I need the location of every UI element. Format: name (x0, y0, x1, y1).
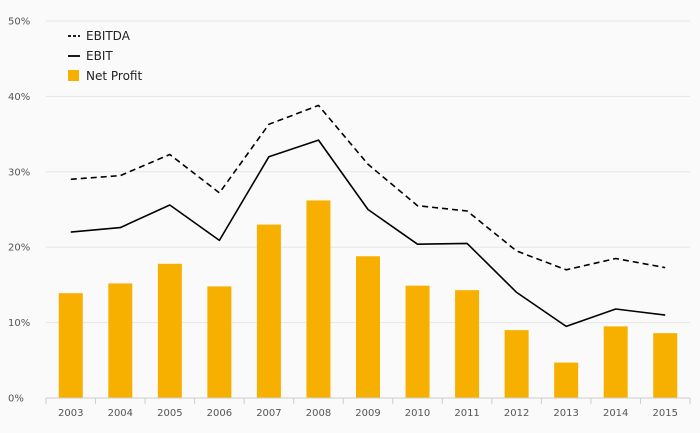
ebitda-line (70, 104, 666, 271)
legend-label: EBITDA (86, 29, 131, 43)
grid (46, 20, 690, 324)
x-tick-label: 2005 (157, 408, 182, 419)
net-profit-bar (306, 200, 331, 398)
x-tick-label: 2007 (256, 408, 281, 419)
x-tick-label: 2008 (306, 408, 331, 419)
x-tick-label: 2003 (58, 408, 83, 419)
legend-item: Net Profit (68, 69, 142, 83)
net-profit-bar (108, 283, 133, 398)
net-profit-bar (603, 326, 628, 398)
ebit-line (70, 139, 666, 328)
x-axis-tick-labels: 2003 2004 2005 2006 2007 2008 2009 2010 2011 2012… (58, 408, 678, 419)
y-tick-label: 10% (8, 318, 30, 329)
x-axis (45, 397, 691, 404)
net-profit-bar (405, 285, 430, 398)
x-tick-label: 2004 (108, 408, 133, 419)
x-tick-label: 2011 (454, 408, 479, 419)
net-profit-bar (504, 330, 529, 398)
y-axis-tick-labels: 0% 10% 20% 30% 40% 50% (8, 17, 30, 405)
legend-label: EBIT (86, 49, 113, 63)
legend-item: EBITDA (68, 29, 131, 43)
net-profit-bar (455, 290, 480, 398)
y-tick-label: 20% (8, 243, 30, 254)
net-profit-bar (58, 293, 83, 398)
legend-label: Net Profit (86, 69, 142, 83)
y-tick-label: 40% (8, 92, 30, 103)
x-tick-label: 2009 (355, 408, 380, 419)
net-profit-bar (554, 362, 579, 398)
x-tick-label: 2012 (504, 408, 529, 419)
net-profit-bar (356, 256, 380, 398)
net-profit-bar (157, 263, 182, 398)
net-profit-bar (207, 286, 232, 398)
legend-item: EBIT (68, 49, 113, 63)
net-profit-bar (653, 333, 678, 398)
legend: EBITDA EBIT Net Profit (68, 29, 142, 83)
x-tick-label: 2010 (405, 408, 430, 419)
x-tick-label: 2015 (653, 408, 678, 419)
x-tick-label: 2014 (603, 408, 628, 419)
net-profit-bar (256, 224, 281, 398)
y-tick-label: 0% (8, 394, 24, 405)
net-profit-bars (58, 200, 678, 398)
line-series (70, 104, 666, 328)
y-tick-label: 30% (8, 167, 30, 178)
x-tick-label: 2013 (553, 408, 578, 419)
x-tick-label: 2006 (207, 408, 232, 419)
legend-swatch (68, 70, 79, 81)
y-tick-label: 50% (8, 17, 30, 28)
